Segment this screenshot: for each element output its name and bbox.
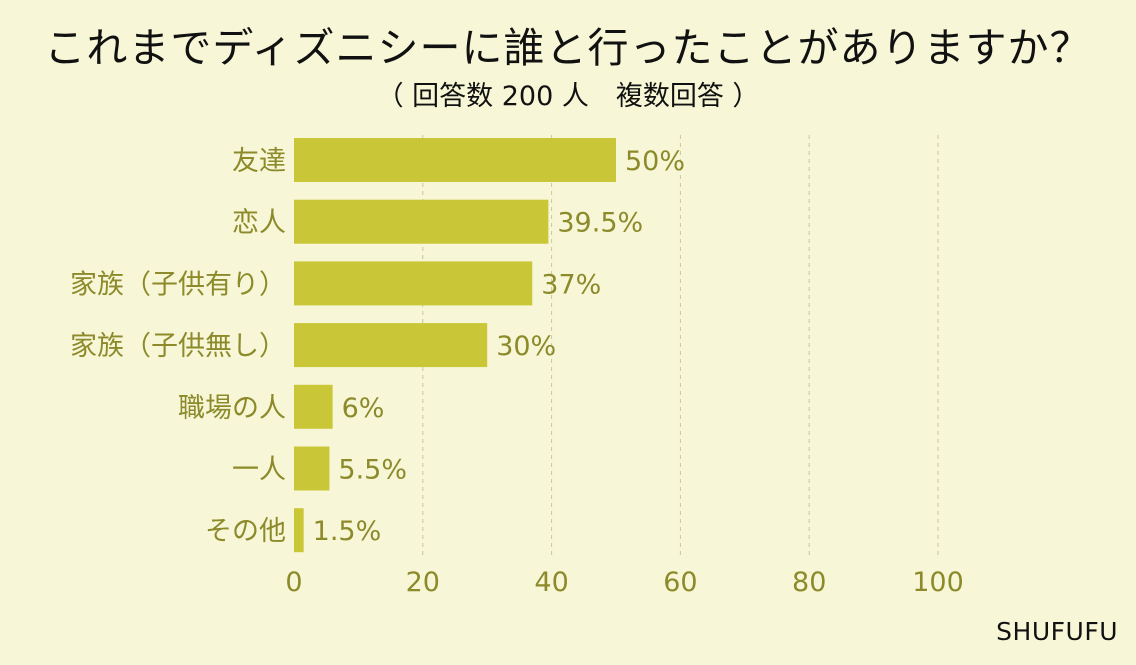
x-tick-label: 40 xyxy=(534,567,568,598)
value-label: 39.5% xyxy=(557,208,643,239)
category-label: その他 xyxy=(205,516,286,547)
bar xyxy=(294,261,533,306)
chart-title: これまでディズニシーに誰と行ったことがありますか？ xyxy=(44,24,1092,72)
bar xyxy=(294,199,549,244)
chart-subtitle: （ 回答数 200 人 複数回答 ） xyxy=(376,81,760,112)
value-label: 6% xyxy=(342,393,385,424)
category-label: 恋人 xyxy=(232,208,286,239)
category-label: 職場の人 xyxy=(178,393,286,424)
category-label: 家族（子供無し） xyxy=(70,331,286,362)
value-label: 30% xyxy=(496,331,556,362)
bar xyxy=(294,138,616,182)
bar xyxy=(294,384,333,429)
value-label: 1.5% xyxy=(313,516,382,547)
category-label: 友達 xyxy=(232,146,286,177)
category-label: 一人 xyxy=(232,455,286,486)
bar xyxy=(294,323,488,368)
x-tick-label: 100 xyxy=(912,567,964,598)
bar xyxy=(294,508,304,553)
source-credit: SHUFUFU xyxy=(996,617,1118,646)
value-label: 37% xyxy=(541,269,601,300)
category-label: 家族（子供有り） xyxy=(70,269,286,300)
value-label: 50% xyxy=(625,146,685,177)
x-tick-label: 80 xyxy=(792,567,826,598)
value-label: 5.5% xyxy=(338,455,407,486)
x-tick-label: 20 xyxy=(406,567,440,598)
bar xyxy=(294,446,330,491)
x-tick-label: 60 xyxy=(663,567,697,598)
x-tick-label: 0 xyxy=(285,567,302,598)
